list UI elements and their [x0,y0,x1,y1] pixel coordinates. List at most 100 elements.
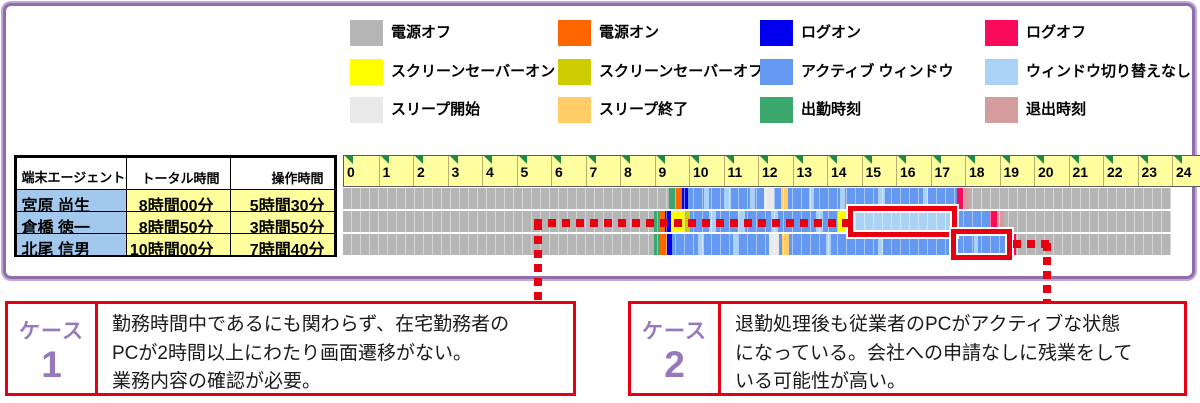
hour-cell-17: 17 [930,156,965,186]
legend-swatch-sleep_end [558,97,591,123]
hour-label: 20 [1038,164,1054,180]
legend-label: ウィンドウ切り替えなし [1026,62,1192,80]
segment-active [831,234,878,255]
hour-cell-23: 23 [1137,156,1172,186]
hour-label: 24 [1176,164,1192,180]
legend-swatch-power_off [350,20,383,46]
timeline-hour-axis: 0 1 2 3 4 5 6 7 8 9 10 11 12 13 14 15 16 17 18 19 20 21 22 23 24 [343,155,1200,187]
hour-label: 23 [1141,164,1158,180]
legend-swatch-logon [760,20,793,46]
segment-active [779,234,782,255]
legend-item-ss_off: スクリーンセーバーオフ [558,58,763,98]
hour-cell-11: 11 [723,156,758,186]
agent-table: 端末エージェント名 トータル時間 操作時間 宮原 尚生8時間00分5時間30分倉… [14,155,337,257]
operation-time-cell: 3時間50分 [229,210,335,234]
tick-triangle-icon [622,156,630,164]
tick-triangle-icon [794,156,803,164]
tick-triangle-icon [553,156,561,164]
total-time-cell: 8時間50分 [125,210,231,234]
agent-name-cell: 倉橋 徳一 [15,210,127,234]
segment-active [708,188,725,209]
tick-triangle-icon [1036,156,1044,164]
segment-sleep_start [769,234,780,255]
segment-clock_in [653,234,661,255]
case-2-label-cell: ケース 2 [631,304,721,393]
segment-sleep_start [763,188,775,209]
segment-power_on [675,188,682,209]
segment-active [688,188,704,209]
segment-power_off [343,188,670,209]
legend-swatch-logoff [985,20,1018,46]
case-1-connector-vertical [534,222,542,302]
hour-label: 5 [520,164,529,180]
segment-active [774,188,782,209]
header-agent-name: 端末エージェント名 [15,156,127,190]
hour-cell-22: 22 [1103,156,1138,186]
hour-label: 21 [1072,164,1089,180]
legend-item-power_on: 電源オン [558,20,760,59]
segment-no_switch [703,188,709,209]
case-1-label: ケース [19,319,84,343]
tick-triangle-icon [449,156,458,164]
table-row: 宮原 尚生 8時間00分 5時間30分 [15,188,335,212]
tick-triangle-icon [829,156,837,164]
legend-swatch-power_on [558,20,591,46]
case-2-number: 2 [664,343,685,385]
hour-label: 18 [969,164,985,180]
timeline-row-3 [343,234,1171,255]
legend-swatch-clock_out [985,97,1018,123]
segment-power_on [660,234,668,255]
legend-item-sleep_end: スリープ終了 [558,97,760,136]
case-1-connector-horizontal [534,219,848,227]
tick-triangle-icon [518,156,527,164]
hour-label: 12 [762,164,778,180]
legend-label: ログオフ [1026,24,1087,41]
legend-label: スリープ開始 [391,101,481,118]
segment-logon [681,188,688,209]
hour-label: 8 [624,164,632,180]
operation-time-cell: 5時間30分 [229,188,335,212]
segment-no_switch [724,188,732,209]
hour-label: 0 [347,164,355,180]
legend-swatch-ss_on [350,58,383,85]
hour-cell-18: 18 [965,156,1000,186]
legend-label: 退出時刻 [1026,101,1087,118]
table-header-row: 端末エージェント名 トータル時間 操作時間 [15,156,335,190]
segment-active [788,234,826,255]
tick-triangle-icon [725,156,734,164]
hour-cell-14: 14 [827,156,862,186]
hour-cell-24: 24 [1172,156,1200,186]
agent-name-cell: 北尾 信男 [15,232,127,256]
table-body: 宮原 尚生 8時間00分 5時間30分 倉橋 徳一 8時間50分 3時間50分 北尾 信男 1… [15,188,335,256]
tick-triangle-icon [656,156,665,164]
tick-triangle-icon [863,156,872,164]
segment-logon [667,234,673,255]
tick-triangle-icon [587,156,596,164]
header-operation-time: 操作時間 [229,156,335,190]
segment-active [731,188,751,209]
timeline-row-1 [343,188,1171,209]
tick-triangle-icon [967,156,975,164]
highlight-rect-case-1 [847,206,957,237]
segment-no_switch [732,234,739,255]
legend-swatch-clock_in [760,97,793,123]
segment-active [755,188,764,209]
legend-swatch-active [760,58,793,85]
segment-logoff [957,188,963,209]
tick-triangle-icon [1105,156,1113,164]
hour-label: 6 [555,164,563,180]
tick-triangle-icon [345,156,353,164]
legend-item-no_switch: ウィンドウ切り替えなし [985,58,1200,98]
legend-swatch-sleep_start [350,97,383,123]
hour-cell-20: 20 [1034,156,1069,186]
legend-label: 出勤時刻 [801,101,862,118]
legend-label: 電源オン [599,24,660,41]
hour-cell-9: 9 [654,156,689,186]
tick-triangle-icon [380,156,389,164]
hour-label: 14 [831,164,847,180]
highlight-rect-case-2 [951,229,1013,260]
table-row: 倉橋 徳一 8時間50分 3時間50分 [15,210,335,234]
hour-label: 22 [1107,164,1123,180]
segment-active [703,234,733,255]
